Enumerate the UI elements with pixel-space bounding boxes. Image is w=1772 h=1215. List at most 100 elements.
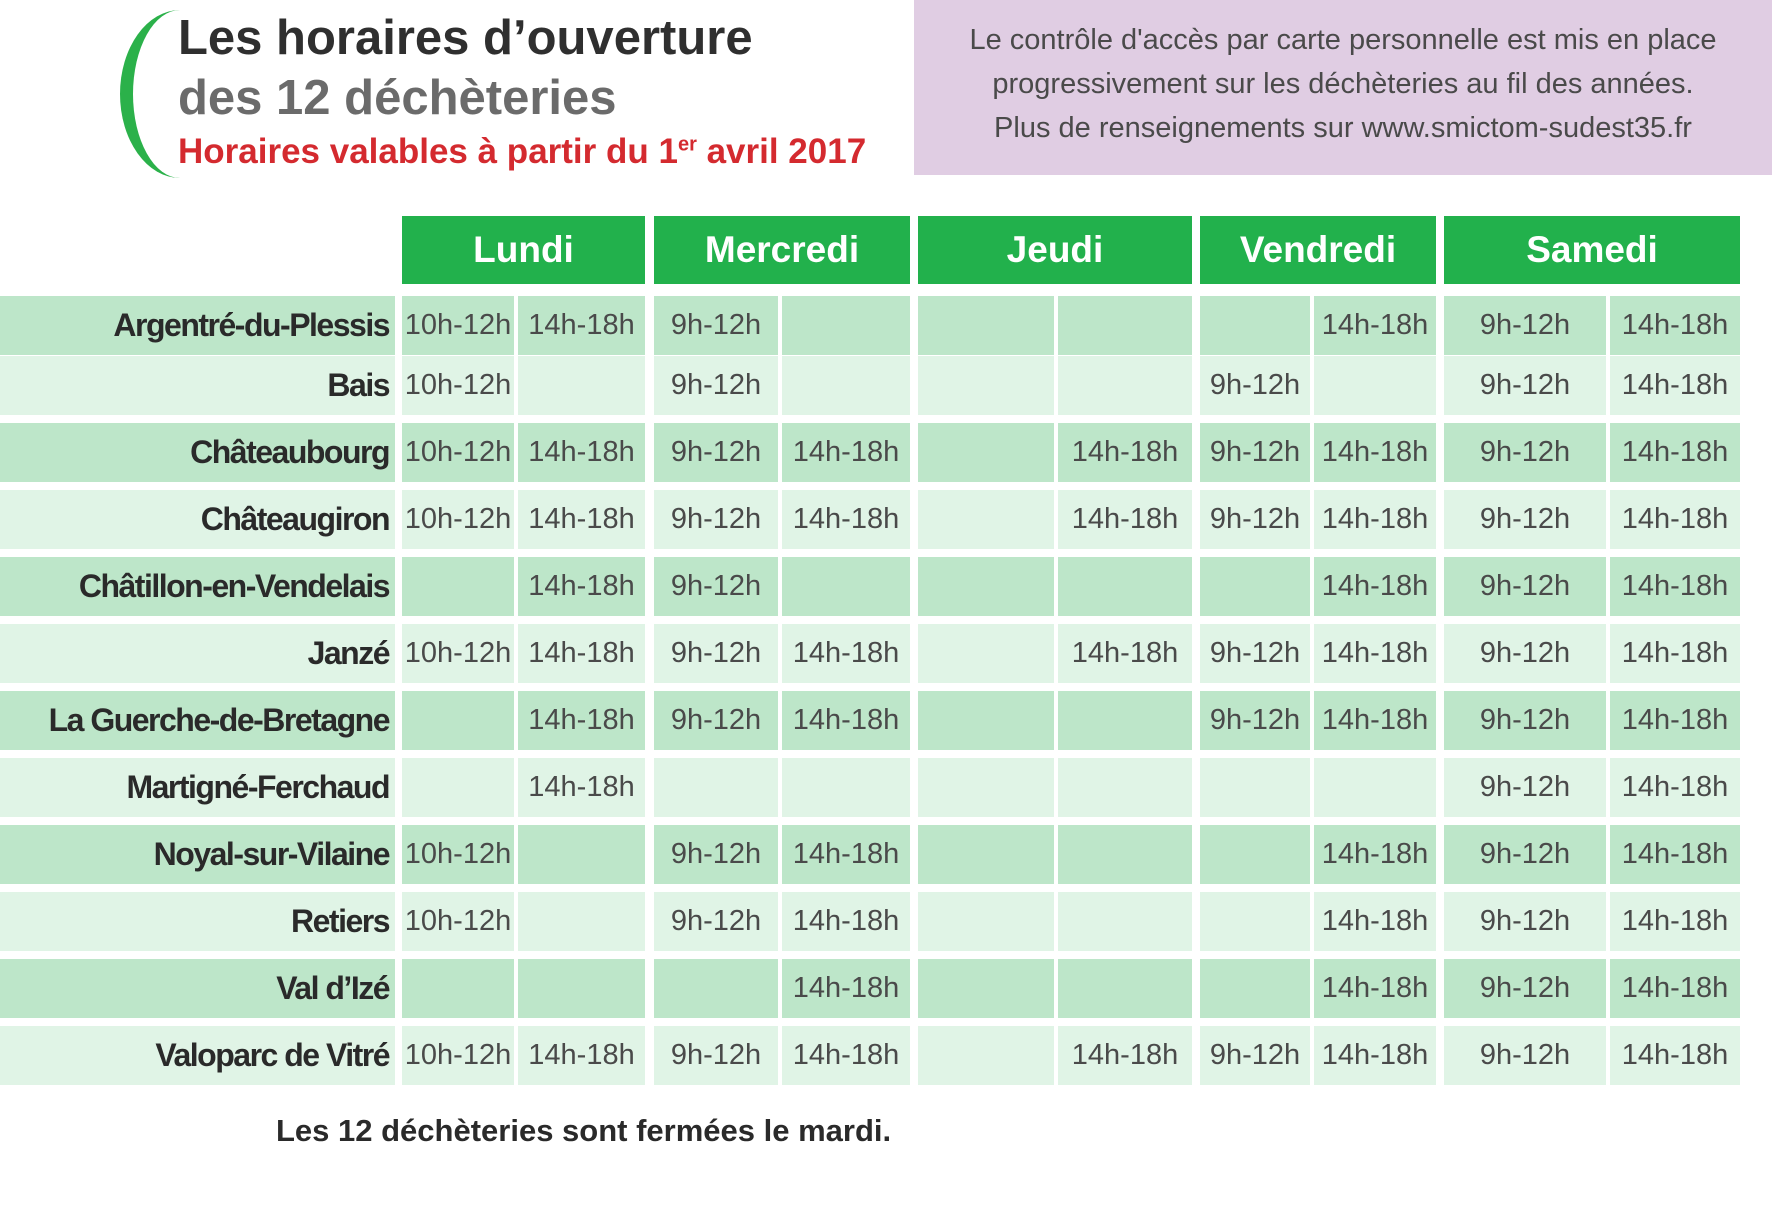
schedule-cell: 14h-18h (1610, 892, 1740, 951)
schedule-cell (782, 356, 910, 415)
schedule-cell (918, 758, 1054, 817)
schedule-cell: 14h-18h (1610, 624, 1740, 683)
schedule-cell (402, 557, 514, 616)
schedule-cell (518, 892, 645, 951)
closure-note: Les 12 déchèteries sont fermées le mardi… (276, 1113, 892, 1148)
schedule-cell: 9h-12h (654, 892, 778, 951)
schedule-cell: 14h-18h (518, 423, 645, 482)
schedule-cell: 14h-18h (518, 557, 645, 616)
site-name: Bais (0, 356, 395, 415)
schedule-cell (918, 691, 1054, 750)
schedule-cell: 9h-12h (654, 423, 778, 482)
site-name: La Guerche-de-Bretagne (0, 691, 395, 750)
schedule-cell: 10h-12h (402, 825, 514, 884)
schedule-cell: 14h-18h (1610, 758, 1740, 817)
schedule-cell (1200, 296, 1310, 355)
schedule-cell: 14h-18h (1314, 1026, 1436, 1085)
schedule-cell (402, 691, 514, 750)
schedule-cell (402, 758, 514, 817)
site-name: Janzé (0, 624, 395, 683)
schedule-cell (782, 296, 910, 355)
page-subtitle: des 12 déchèteries (178, 71, 617, 125)
schedule-cell: 14h-18h (1610, 557, 1740, 616)
page-title: Les horaires d’ouverture (178, 11, 753, 65)
schedule-cell: 9h-12h (1200, 1026, 1310, 1085)
schedule-cell (918, 624, 1054, 683)
schedule-cell (1058, 758, 1192, 817)
schedule-cell (782, 557, 910, 616)
schedule-cell: 9h-12h (1444, 758, 1606, 817)
schedule-cell: 14h-18h (1610, 423, 1740, 482)
schedule-cell (1058, 557, 1192, 616)
schedule-cell (1058, 825, 1192, 884)
schedule-cell: 9h-12h (1444, 691, 1606, 750)
schedule-cell: 9h-12h (654, 557, 778, 616)
day-header-vendredi: Vendredi (1200, 216, 1436, 284)
schedule-cell (918, 423, 1054, 482)
schedule-cell: 14h-18h (1610, 296, 1740, 355)
schedule-cell (918, 892, 1054, 951)
schedule-cell: 10h-12h (402, 1026, 514, 1085)
schedule-cell: 9h-12h (654, 825, 778, 884)
schedule-cell: 9h-12h (1200, 691, 1310, 750)
schedule-cell (1058, 691, 1192, 750)
schedule-cell: 14h-18h (518, 1026, 645, 1085)
schedule-cell (1314, 356, 1436, 415)
schedule-cell: 9h-12h (654, 296, 778, 355)
schedule-cell (918, 1026, 1054, 1085)
info-line-3: Plus de renseignements sur www.smictom-s… (994, 112, 1692, 144)
schedule-cell: 14h-18h (1314, 624, 1436, 683)
schedule-cell: 9h-12h (1200, 356, 1310, 415)
schedule-cell: 10h-12h (402, 624, 514, 683)
schedule-cell: 14h-18h (1610, 356, 1740, 415)
schedule-cell: 14h-18h (1314, 892, 1436, 951)
schedule-cell: 14h-18h (518, 296, 645, 355)
schedule-cell: 14h-18h (782, 825, 910, 884)
schedule-cell (1058, 959, 1192, 1018)
schedule-cell: 14h-18h (1314, 959, 1436, 1018)
schedule-cell (1058, 356, 1192, 415)
schedule-cell (918, 825, 1054, 884)
site-name: Châtillon-en-Vendelais (0, 557, 395, 616)
site-name: Val d’Izé (0, 959, 395, 1018)
schedule-cell: 14h-18h (782, 624, 910, 683)
schedule-cell (654, 758, 778, 817)
schedule-cell: 9h-12h (1444, 356, 1606, 415)
schedule-cell: 14h-18h (782, 1026, 910, 1085)
schedule-cell (402, 959, 514, 1018)
schedule-cell: 14h-18h (1610, 691, 1740, 750)
schedule-cell: 9h-12h (1200, 624, 1310, 683)
schedule-cell: 9h-12h (1200, 423, 1310, 482)
validity-notice: Horaires valables à partir du 1er avril … (178, 132, 867, 171)
site-name: Retiers (0, 892, 395, 951)
schedule-cell: 10h-12h (402, 490, 514, 549)
schedule-cell (518, 356, 645, 415)
schedule-cell: 9h-12h (1444, 557, 1606, 616)
schedule-cell: 14h-18h (1058, 490, 1192, 549)
schedule-cell (1200, 892, 1310, 951)
schedule-cell: 9h-12h (654, 624, 778, 683)
schedule-cell: 9h-12h (654, 1026, 778, 1085)
schedule-cell: 10h-12h (402, 892, 514, 951)
schedule-cell: 14h-18h (1314, 490, 1436, 549)
schedule-cell: 9h-12h (654, 490, 778, 549)
schedule-cell (1058, 296, 1192, 355)
schedule-cell: 14h-18h (1610, 825, 1740, 884)
schedule-cell: 14h-18h (1314, 296, 1436, 355)
schedule-cell (1200, 825, 1310, 884)
green-bracket-decoration (120, 10, 180, 178)
site-name: Noyal-sur-Vilaine (0, 825, 395, 884)
schedule-cell: 9h-12h (1444, 423, 1606, 482)
schedule-cell: 14h-18h (782, 490, 910, 549)
schedule-cell: 9h-12h (1444, 892, 1606, 951)
schedule-cell: 14h-18h (1314, 423, 1436, 482)
schedule-cell (918, 959, 1054, 1018)
schedule-cell (918, 356, 1054, 415)
schedule-cell: 9h-12h (1444, 1026, 1606, 1085)
schedule-cell (918, 490, 1054, 549)
schedule-cell (918, 557, 1054, 616)
schedule-cell: 14h-18h (1610, 1026, 1740, 1085)
schedule-cell: 14h-18h (1610, 490, 1740, 549)
schedule-cell: 14h-18h (782, 423, 910, 482)
schedule-cell: 9h-12h (1200, 490, 1310, 549)
